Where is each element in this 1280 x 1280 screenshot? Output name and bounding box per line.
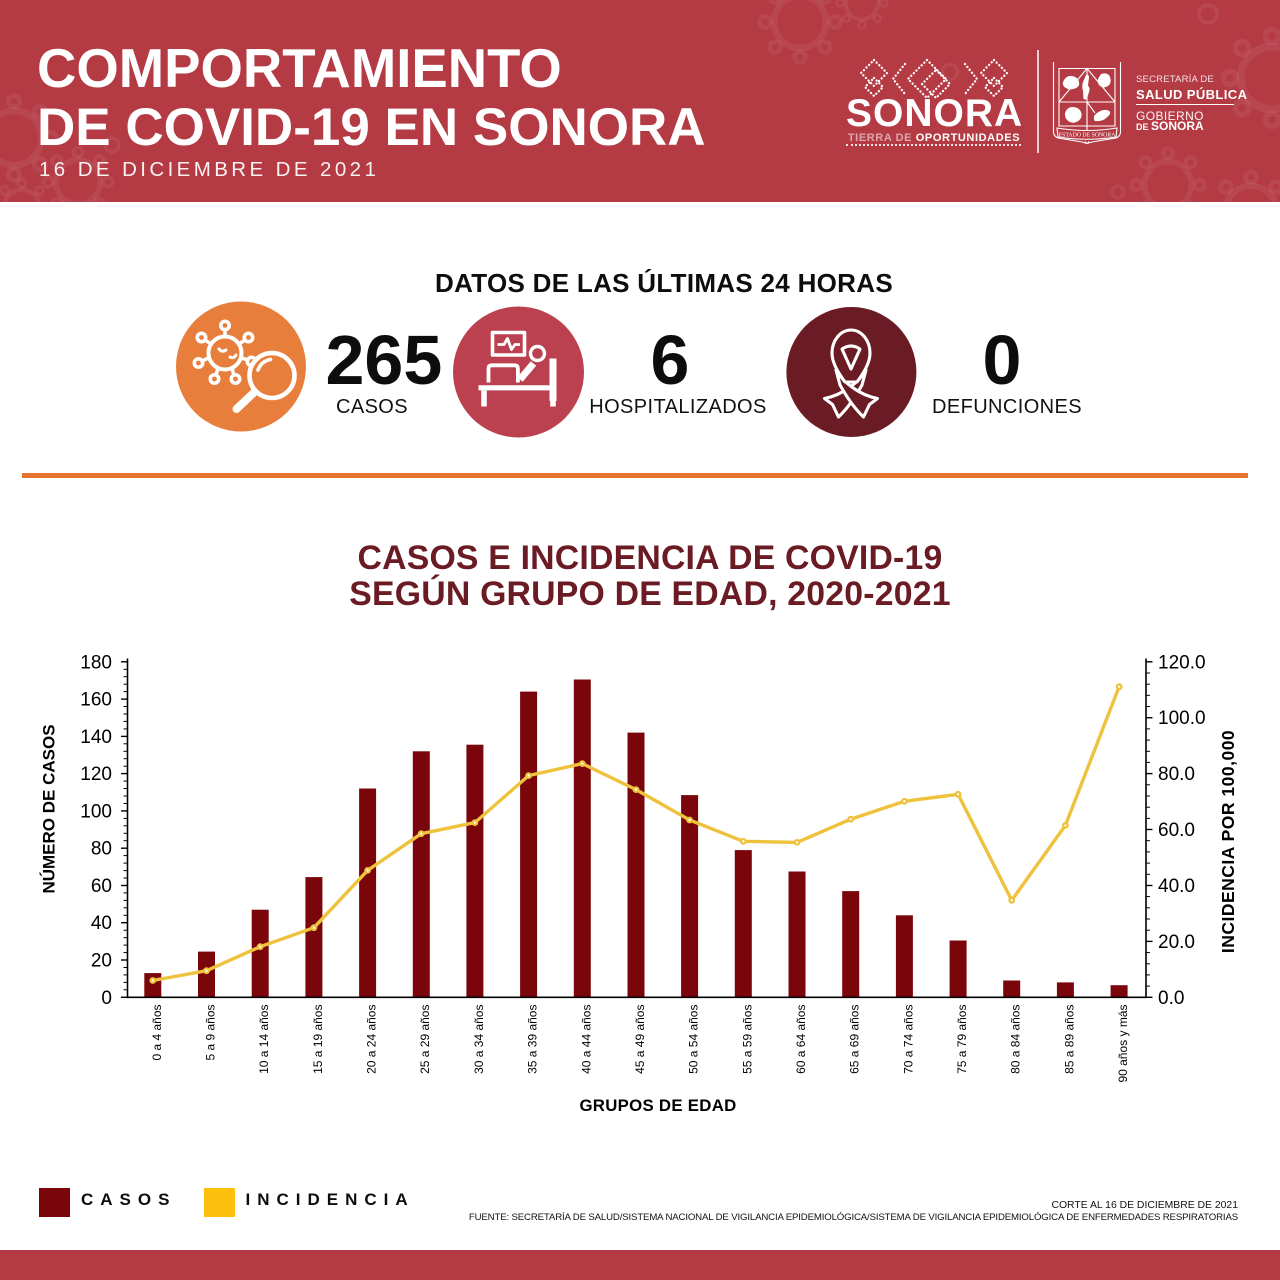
svg-text:60: 60 [91, 876, 112, 897]
svg-text:180: 180 [80, 652, 112, 673]
svg-text:80 a 84 años: 80 a 84 años [1009, 1005, 1023, 1074]
svg-text:50 a 54 años: 50 a 54 años [687, 1005, 701, 1074]
svg-text:85 a 89 años: 85 a 89 años [1062, 1005, 1076, 1074]
svg-text:30 a 34 años: 30 a 34 años [472, 1005, 486, 1074]
svg-text:100: 100 [80, 801, 112, 822]
svg-text:100.0: 100.0 [1158, 708, 1206, 729]
svg-text:55 a 59 años: 55 a 59 años [740, 1005, 754, 1074]
svg-text:80: 80 [91, 839, 112, 860]
svg-text:ESTADO DE SONORA: ESTADO DE SONORA [1059, 133, 1117, 139]
svg-text:65 a 69 años: 65 a 69 años [848, 1005, 862, 1074]
svg-text:35 a 39 años: 35 a 39 años [526, 1005, 540, 1074]
svg-text:140: 140 [80, 727, 112, 748]
svg-text:75 a 79 años: 75 a 79 años [955, 1005, 969, 1074]
svg-text:60 a 64 años: 60 a 64 años [794, 1005, 808, 1074]
svg-text:0.0: 0.0 [1158, 988, 1184, 1009]
svg-text:5 a 9 años: 5 a 9 años [204, 1005, 218, 1061]
svg-text:120: 120 [80, 764, 112, 785]
svg-text:15 a 19 años: 15 a 19 años [311, 1005, 325, 1074]
svg-text:160: 160 [80, 690, 112, 711]
svg-text:INCIDENCIA POR 100,000: INCIDENCIA POR 100,000 [1218, 730, 1238, 953]
svg-text:80.0: 80.0 [1158, 764, 1195, 785]
svg-text:40.0: 40.0 [1158, 876, 1195, 897]
svg-text:60.0: 60.0 [1158, 820, 1195, 841]
svg-text:20.0: 20.0 [1158, 932, 1195, 953]
svg-text:70 a 74 años: 70 a 74 años [901, 1005, 915, 1074]
svg-text:10 a 14 años: 10 a 14 años [257, 1005, 271, 1074]
svg-text:20 a 24 años: 20 a 24 años [365, 1005, 379, 1074]
svg-text:20: 20 [91, 951, 112, 972]
svg-text:25 a 29 años: 25 a 29 años [418, 1005, 432, 1074]
svg-text:NÚMERO DE CASOS: NÚMERO DE CASOS [40, 724, 59, 893]
svg-text:45 a 49 años: 45 a 49 años [633, 1005, 647, 1074]
svg-text:40 a 44 años: 40 a 44 años [579, 1005, 593, 1074]
svg-text:40: 40 [91, 913, 112, 934]
svg-text:GRUPOS DE EDAD: GRUPOS DE EDAD [579, 1096, 736, 1115]
svg-text:90 años y más: 90 años y más [1116, 1005, 1130, 1083]
svg-text:0 a 4 años: 0 a 4 años [150, 1005, 164, 1061]
svg-text:120.0: 120.0 [1158, 652, 1206, 673]
svg-text:0: 0 [101, 988, 112, 1009]
